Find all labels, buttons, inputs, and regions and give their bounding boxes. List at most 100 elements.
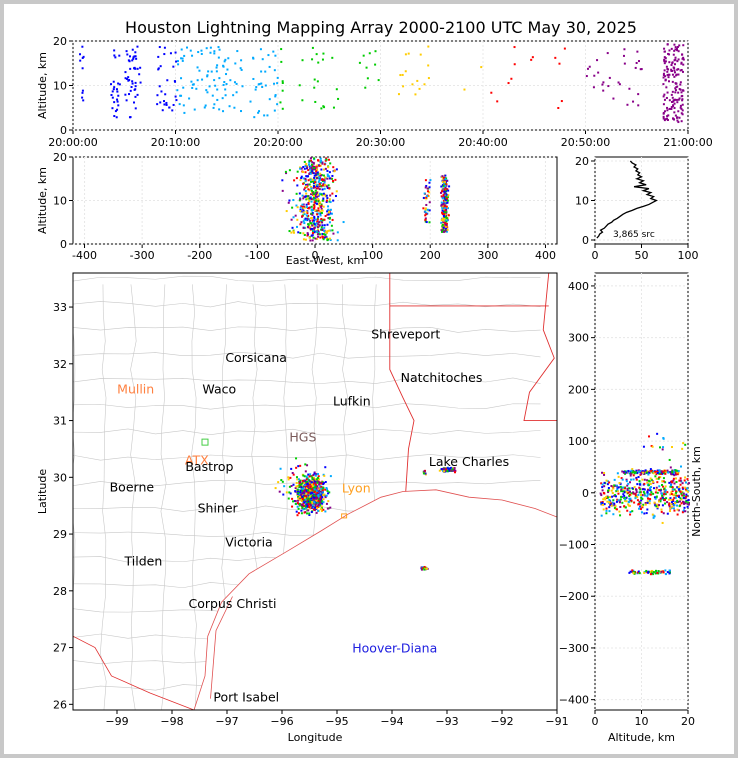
data-point <box>653 515 656 518</box>
data-point <box>183 111 186 114</box>
data-point <box>288 485 291 488</box>
data-point <box>320 501 323 504</box>
data-point <box>441 180 444 183</box>
data-point <box>300 512 303 515</box>
y-tick-label: 20 <box>575 155 589 168</box>
data-point <box>627 500 630 503</box>
data-point <box>682 58 685 61</box>
data-point <box>342 221 345 224</box>
data-point <box>218 48 221 51</box>
data-point <box>226 68 229 71</box>
data-point <box>259 48 262 51</box>
data-point <box>665 497 668 500</box>
data-point <box>675 494 678 497</box>
data-point <box>309 504 312 507</box>
data-point <box>672 473 675 476</box>
data-point <box>118 54 121 57</box>
data-point <box>334 178 337 181</box>
data-point <box>319 236 322 239</box>
data-point <box>326 213 329 216</box>
data-point <box>331 177 334 180</box>
data-point <box>664 481 667 484</box>
data-point <box>328 175 331 178</box>
data-point <box>320 487 323 490</box>
data-point <box>303 233 306 236</box>
data-point <box>200 52 203 55</box>
data-point <box>302 197 305 200</box>
data-point <box>615 500 618 503</box>
data-point <box>401 73 404 76</box>
data-point <box>157 67 160 70</box>
data-point <box>674 63 677 66</box>
data-point <box>316 496 319 499</box>
data-point <box>639 507 642 510</box>
data-point <box>117 82 120 85</box>
data-point <box>163 53 166 56</box>
data-point <box>666 491 669 494</box>
data-point <box>632 478 635 481</box>
data-point <box>636 50 639 53</box>
data-point <box>314 193 317 196</box>
data-point <box>445 230 448 233</box>
data-point <box>300 503 303 506</box>
data-point <box>306 484 309 487</box>
y-axis-label: Altitude, km <box>36 167 49 234</box>
data-point <box>129 55 132 58</box>
y-tick-label: 10 <box>53 80 67 93</box>
data-point <box>657 500 660 503</box>
data-point <box>633 472 636 475</box>
data-point <box>424 179 427 182</box>
data-point <box>134 55 137 58</box>
data-point <box>337 97 340 100</box>
data-point <box>496 100 499 103</box>
data-point <box>665 65 668 68</box>
data-point <box>305 185 308 188</box>
data-point <box>671 470 674 473</box>
data-point <box>281 179 284 182</box>
data-point <box>624 498 627 501</box>
data-point <box>679 81 682 84</box>
y-tick-label: 400 <box>568 280 589 293</box>
data-point <box>668 502 671 505</box>
data-point <box>627 504 630 507</box>
data-point <box>317 194 320 197</box>
data-point <box>621 470 624 473</box>
data-point <box>310 208 313 211</box>
data-point <box>530 58 533 61</box>
data-point <box>331 218 334 221</box>
data-point <box>305 175 308 178</box>
y-tick-label: 33 <box>53 301 67 314</box>
data-point <box>299 489 302 492</box>
data-point <box>311 500 314 503</box>
data-point <box>260 82 263 85</box>
data-point <box>655 477 658 480</box>
data-point <box>674 48 677 51</box>
data-point <box>592 86 595 89</box>
data-point <box>134 67 137 70</box>
data-point <box>320 218 323 221</box>
data-point <box>322 501 325 504</box>
data-point <box>309 157 312 160</box>
data-point <box>440 203 443 206</box>
data-point <box>631 510 634 513</box>
data-point <box>311 170 314 173</box>
data-point <box>213 79 216 82</box>
data-point <box>222 83 225 86</box>
data-point <box>172 103 175 106</box>
data-point <box>640 499 643 502</box>
data-point <box>114 56 117 59</box>
data-point <box>634 497 637 500</box>
data-point <box>280 60 283 63</box>
data-point <box>674 91 677 94</box>
data-point <box>303 501 306 504</box>
x-tick-label: 0 <box>592 715 599 728</box>
data-point <box>682 63 685 66</box>
data-point <box>328 221 331 224</box>
north-south-panel: 0 10 20−400−300−200−1000100200300400North-… <box>559 272 703 744</box>
data-point <box>446 188 449 191</box>
data-point <box>423 568 426 571</box>
figure-title: Houston Lightning Mapping Array 2000-210… <box>125 18 637 37</box>
data-point <box>323 493 326 496</box>
data-point <box>239 67 242 70</box>
data-point <box>629 510 632 513</box>
